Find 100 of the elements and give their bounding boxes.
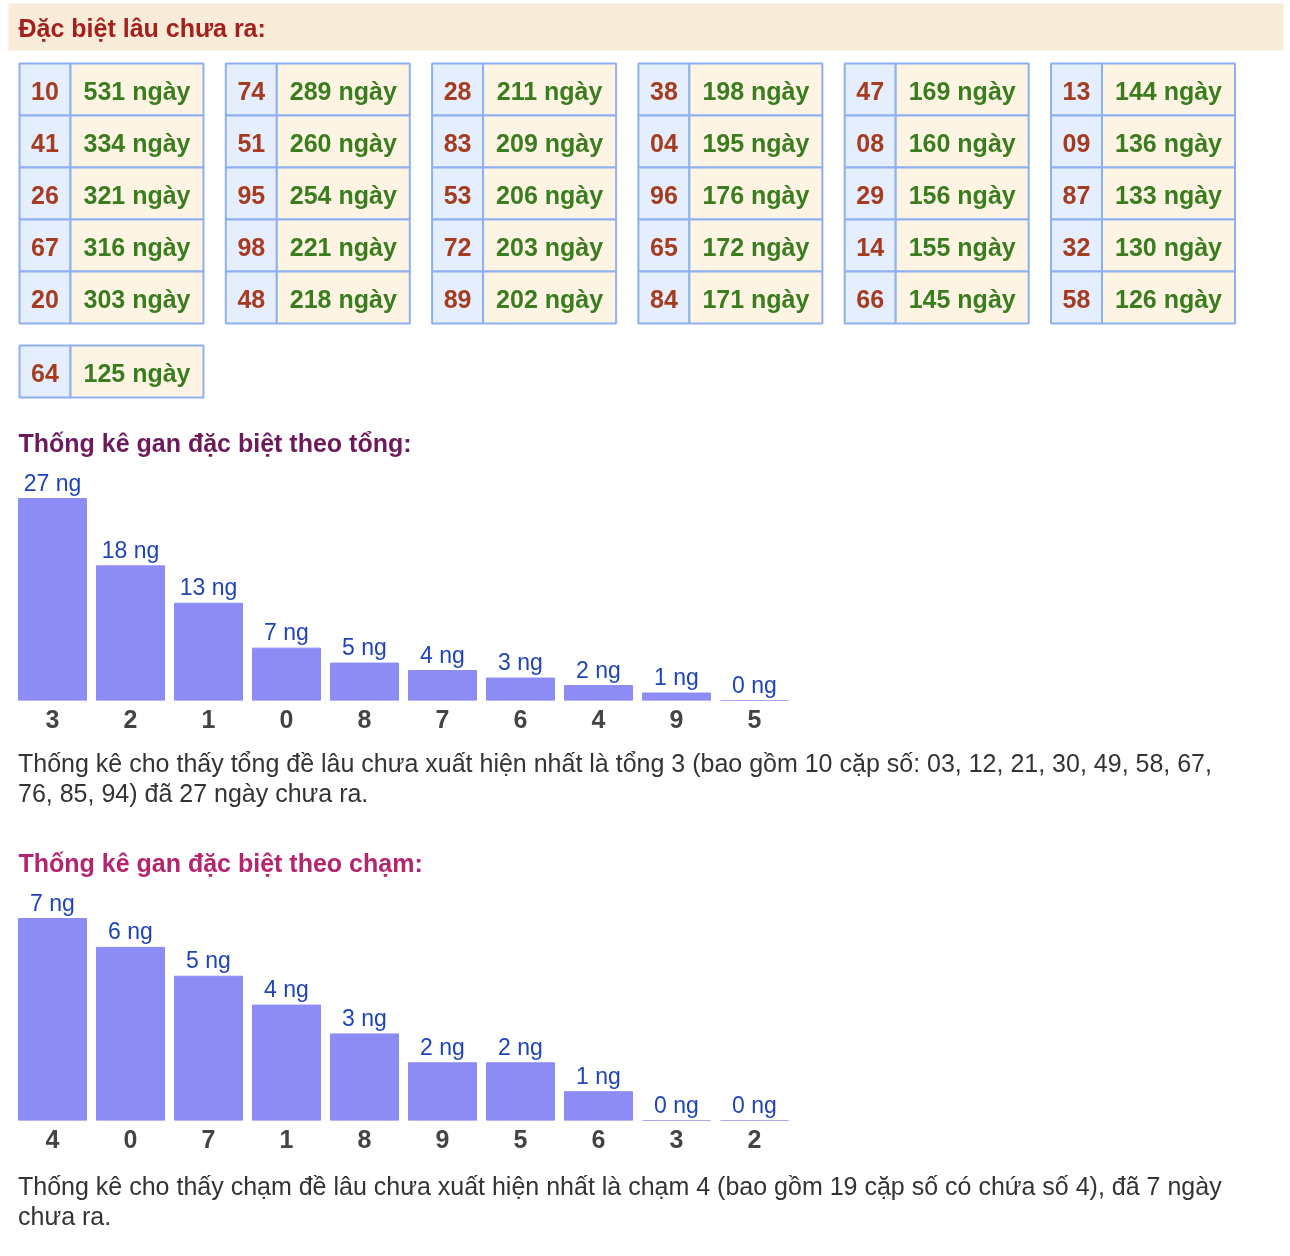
chart-title: Thống kê gan đặc biệt theo chạm: [18, 848, 423, 877]
x-tick-label: 3 [669, 1124, 684, 1153]
data-label: 160 ngày [908, 128, 1016, 157]
x-tick-label: 2 [123, 704, 138, 733]
text: Thống kê cho thấy tổng đề lâu chưa xuất hiện nhất là tổng 3 (bao gồm 10 cặp số: 03, 12, 21, 30, 49, 58, 67, 76, 85, 94) đã 27 ngày chưa ra. [18, 748, 1213, 808]
category-label: 95 [237, 180, 266, 209]
x-tick-label: 6 [513, 704, 528, 733]
data-label: 145 ngày [908, 284, 1016, 313]
category-label: 87 [1062, 180, 1091, 209]
data-label: 4 ng [420, 641, 465, 668]
data-label: 3 ng [342, 1004, 387, 1031]
x-tick-label: 1 [201, 704, 216, 733]
data-label: 2 ng [498, 1033, 543, 1060]
data-label: 1 ng [576, 1062, 621, 1089]
x-tick-label: 1 [279, 1124, 294, 1153]
data-label: 2 ng [420, 1033, 465, 1060]
category-label: 66 [856, 284, 885, 313]
data-label: 316 ngày [83, 232, 191, 261]
x-tick-label: 3 [45, 704, 60, 733]
category-label: 41 [31, 128, 59, 157]
data-label: 209 ngày [496, 128, 604, 157]
data-label: 260 ngày [289, 128, 397, 157]
x-tick-label: 8 [357, 704, 372, 733]
category-label: 98 [237, 232, 266, 261]
x-tick-label: 9 [669, 704, 684, 733]
category-label: 09 [1062, 128, 1091, 157]
data-label: 7 ng [264, 619, 309, 646]
data-label: 27 ng [23, 469, 82, 496]
data-label: 218 ngày [289, 284, 397, 313]
data-label: 531 ngày [83, 76, 191, 105]
data-label: 156 ngày [908, 180, 1016, 209]
data-label: 0 ng [732, 1091, 777, 1118]
data-label: 3 ng [498, 649, 543, 676]
data-label: 0 ng [654, 1091, 699, 1118]
data-label: 18 ng [101, 536, 160, 563]
data-label: 13 ng [179, 574, 238, 601]
category-label: 26 [31, 180, 59, 209]
x-tick-label: 0 [279, 704, 294, 733]
data-label: 6 ng [108, 918, 153, 945]
category-label: 64 [31, 358, 59, 387]
data-label: 221 ngày [289, 232, 397, 261]
x-tick-label: 4 [591, 704, 606, 733]
category-label: 53 [443, 180, 472, 209]
text: Đặc biệt lâu chưa ra: [18, 13, 266, 42]
category-label: 58 [1062, 284, 1091, 313]
data-label: 195 ngày [702, 128, 810, 157]
data-label: 321 ngày [83, 180, 191, 209]
category-label: 65 [650, 232, 678, 261]
data-label: 202 ngày [496, 284, 604, 313]
data-label: 211 ngày [496, 76, 603, 105]
category-label: 04 [650, 128, 678, 157]
data-label: 0 ng [732, 671, 777, 698]
data-label: 4 ng [264, 976, 309, 1003]
x-tick-label: 8 [357, 1124, 372, 1153]
data-label: 144 ngày [1115, 76, 1223, 105]
category-label: 89 [443, 284, 472, 313]
x-tick-label: 5 [747, 704, 762, 733]
x-tick-label: 4 [45, 1124, 60, 1153]
category-label: 48 [237, 284, 266, 313]
data-label: 155 ngày [908, 232, 1016, 261]
x-tick-label: 0 [123, 1124, 138, 1153]
data-label: 198 ngày [702, 76, 810, 105]
data-label: 289 ngày [289, 76, 397, 105]
category-label: 08 [856, 128, 885, 157]
data-label: 133 ngày [1115, 180, 1223, 209]
data-label: 5 ng [186, 947, 231, 974]
data-label: 7 ng [30, 889, 75, 916]
text: Thống kê cho thấy chạm đề lâu chưa xuất hiện nhất là chạm 4 (bao gồm 19 cặp số có chứa số 4), đã 7 ngày chưa ra. [18, 1171, 1223, 1231]
category-label: 14 [856, 232, 885, 261]
data-label: 176 ngày [702, 180, 810, 209]
data-label: 126 ngày [1115, 284, 1223, 313]
x-tick-label: 7 [435, 704, 450, 733]
x-tick-label: 9 [435, 1124, 450, 1153]
category-label: 28 [443, 76, 472, 105]
category-label: 38 [650, 76, 678, 105]
category-label: 84 [650, 284, 678, 313]
data-label: 1 ng [654, 664, 699, 691]
x-tick-label: 2 [747, 1124, 762, 1153]
data-label: 5 ng [342, 634, 387, 661]
data-label: 2 ng [576, 656, 621, 683]
data-label: 130 ngày [1115, 232, 1223, 261]
data-label: 136 ngày [1115, 128, 1223, 157]
data-label: 254 ngày [289, 180, 397, 209]
data-label: 171 ngày [702, 284, 810, 313]
category-label: 29 [856, 180, 885, 209]
category-label: 74 [237, 76, 266, 105]
category-label: 51 [237, 128, 266, 157]
data-label: 125 ngày [83, 358, 191, 387]
category-label: 20 [31, 284, 59, 313]
data-label: 303 ngày [83, 284, 191, 313]
category-label: 83 [443, 128, 472, 157]
data-label: 169 ngày [908, 76, 1016, 105]
category-label: 10 [31, 76, 59, 105]
category-label: 72 [443, 232, 472, 261]
category-label: 67 [31, 232, 59, 261]
x-tick-label: 7 [201, 1124, 216, 1153]
x-tick-label: 5 [513, 1124, 528, 1153]
category-label: 47 [856, 76, 885, 105]
data-label: 206 ngày [496, 180, 604, 209]
category-label: 13 [1062, 76, 1091, 105]
